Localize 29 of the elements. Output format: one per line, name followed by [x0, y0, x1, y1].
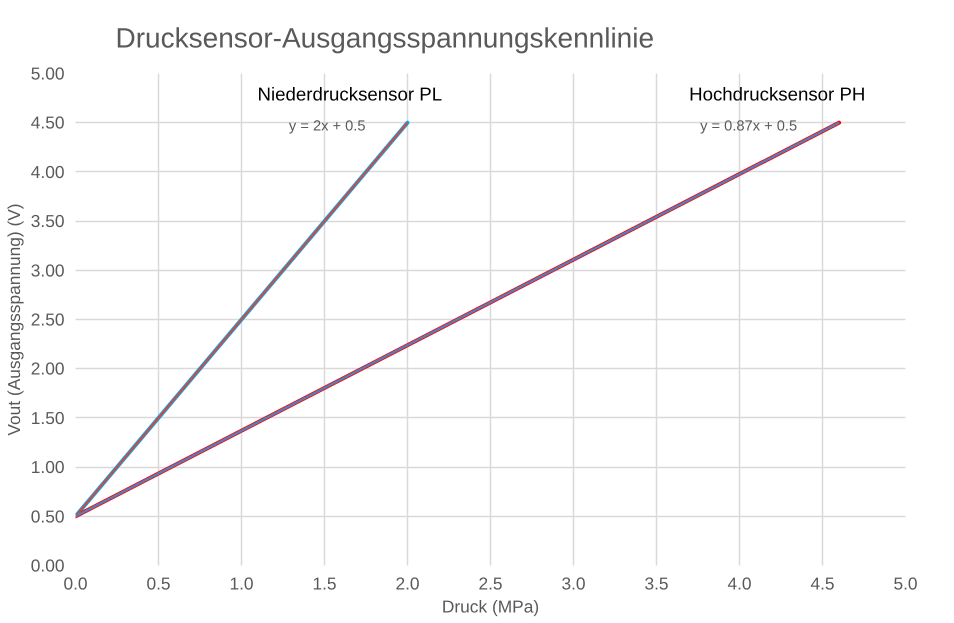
y-tick-label: 3.00: [30, 260, 65, 280]
x-tick-label: 3.0: [561, 574, 586, 594]
series-label: Hochdrucksensor PH: [689, 84, 866, 105]
x-tick-label: 4.5: [810, 574, 835, 594]
text: Niederdrucksensor PL: [258, 84, 442, 105]
y-tick-label: 0.50: [30, 506, 65, 526]
x-axis-title: Druck (MPa): [442, 596, 540, 616]
annotation: y = 0.87x + 0.5: [700, 118, 798, 135]
y-tick-label: 2.00: [30, 358, 65, 379]
annotation: y = 2x + 0.5: [288, 118, 366, 135]
y-tick-label: 1.00: [30, 457, 65, 478]
x-tick-label: 2.5: [478, 574, 503, 594]
x-tick-label: 1.5: [312, 574, 337, 594]
y-tick-label: 0.00: [30, 556, 65, 576]
x-tick-label: 0.5: [146, 574, 171, 594]
x-tick-label: 1.0: [229, 574, 254, 594]
y-tick-label: 4.00: [30, 162, 65, 182]
x-tick-label: 4.0: [727, 574, 752, 594]
x-tick-label: 0.0: [63, 574, 88, 594]
chart-title: Drucksensor-Ausgangsspannungskennlinie: [116, 22, 654, 54]
x-tick-label: 3.5: [644, 574, 669, 594]
y-tick-label: 5.00: [30, 64, 65, 84]
y-tick-label: 1.50: [30, 408, 65, 428]
y-tick-label: 2.50: [30, 310, 65, 330]
y-tick-label: 3.50: [30, 211, 65, 232]
x-tick-label: 2.0: [395, 574, 420, 594]
y-tick-label: 4.50: [30, 112, 65, 133]
x-tick-label: 5.0: [893, 574, 918, 594]
y-axis-title: Vout (Ausgangsspannung) (V): [4, 203, 24, 436]
